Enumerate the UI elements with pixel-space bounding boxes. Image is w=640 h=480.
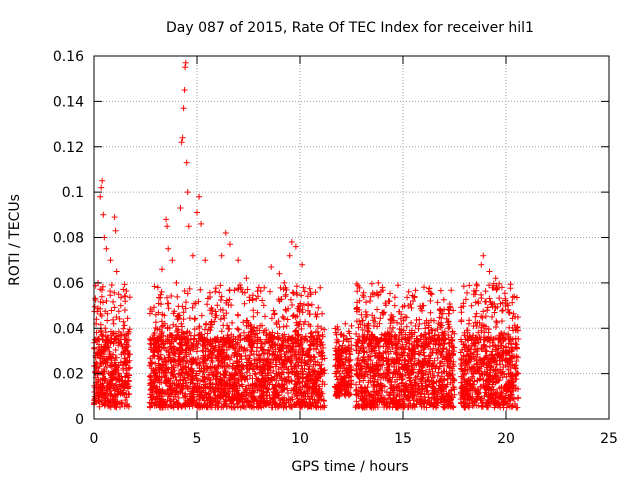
y-tick-label: 0.14 bbox=[53, 94, 84, 110]
y-tick-label: 0.12 bbox=[53, 140, 84, 156]
y-tick-label: 0 bbox=[75, 412, 84, 428]
y-axis-label: ROTI / TECUs bbox=[7, 194, 23, 286]
y-tick-label: 0.16 bbox=[53, 49, 84, 65]
data-points bbox=[91, 59, 522, 411]
x-tick-label: 25 bbox=[600, 431, 618, 447]
x-tick-label: 5 bbox=[193, 431, 202, 447]
grid bbox=[94, 56, 609, 419]
y-tick-label: 0.1 bbox=[62, 185, 84, 201]
chart-title: Day 087 of 2015, Rate Of TEC Index for r… bbox=[166, 20, 534, 36]
roti-point-marks bbox=[91, 59, 522, 411]
x-axis-label: GPS time / hours bbox=[291, 459, 408, 475]
y-tick-label: 0.08 bbox=[53, 231, 84, 247]
y-tick-label: 0.06 bbox=[53, 276, 84, 292]
x-tick-label: 20 bbox=[497, 431, 515, 447]
x-tick-label: 0 bbox=[90, 431, 99, 447]
axis-ticks: 0 0.02 0.04 0.06 0.08 0.1 0.12 0.14 0.16 0 5 10 15 20… bbox=[53, 49, 618, 447]
x-tick-label: 15 bbox=[394, 431, 412, 447]
y-tick-label: 0.04 bbox=[53, 321, 84, 337]
y-tick-label: 0.02 bbox=[53, 367, 84, 383]
x-tick-label: 10 bbox=[291, 431, 309, 447]
